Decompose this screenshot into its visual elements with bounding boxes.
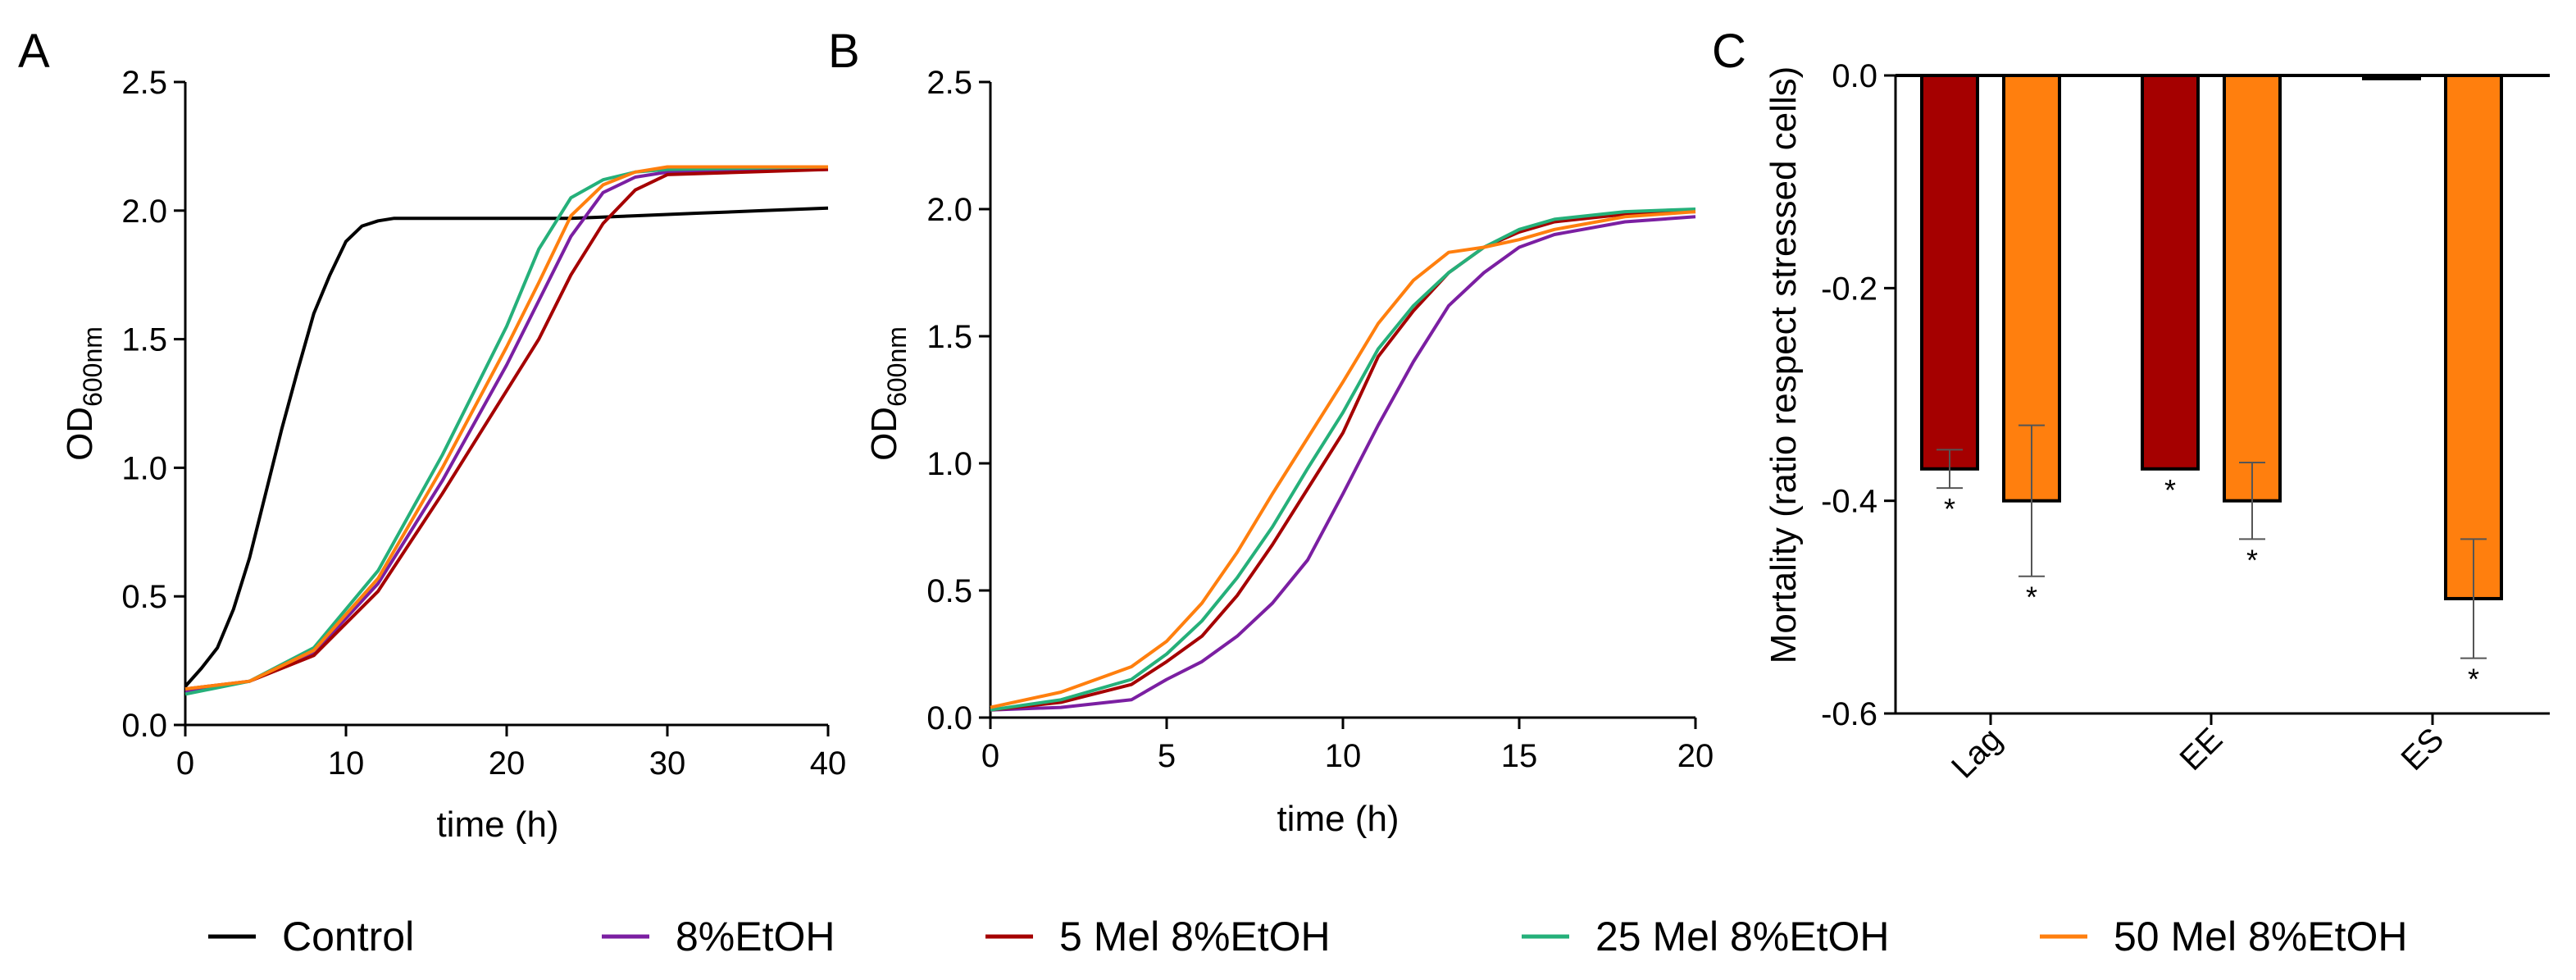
legend-label-mel5: 5 Mel 8%EtOH: [1059, 914, 1331, 959]
panel-b-y-tick-label: 2.0: [926, 192, 972, 228]
panel-c-x-tick-label: EE: [2173, 721, 2230, 777]
panel-c-x-tick-label: Lag: [1945, 721, 2009, 785]
panel-b-series-line-etoh: [990, 215, 1696, 712]
panel-a-series-line-mel5: [184, 167, 829, 691]
panel-b-y-axis-title-main: OD: [864, 407, 904, 461]
panel-a-y-tick-label: 1.0: [121, 450, 167, 486]
panel-c-letter: C: [1712, 25, 1746, 78]
panel-a-letter: A: [18, 25, 50, 78]
panel-b-y-tick-label: 1.0: [926, 446, 972, 482]
panel-b-y-axis-title-sub: 600nm: [882, 326, 912, 407]
panel-b-x-tick-label: 5: [1158, 738, 1176, 774]
panel-c-y-axis-title: Mortality (ratio respect stressed cells): [1764, 66, 1804, 664]
panel-b-x-axis-title: time (h): [1277, 799, 1399, 839]
panel-c-x-tick-label: ES: [2395, 721, 2451, 777]
legend-label-control: Control: [282, 914, 414, 959]
panel-c-plot-area: 0.0 -0.2 -0.4 -0.6 * * * * * Lag EE ES: [1821, 58, 2550, 786]
panel-b-series-line-mel50: [990, 210, 1696, 709]
legend: Control 8%EtOH 5 Mel 8%EtOH 25 Mel 8%EtOH 50…: [208, 914, 2407, 959]
panel-c-bar-mel50-ee: [2223, 74, 2282, 503]
panel-a-x-tick-label: 30: [649, 745, 686, 782]
panel-c-bar-mel5-lag: [1920, 74, 1979, 471]
panel-b-x-tick-label: 0: [981, 738, 999, 774]
panel-b-y-tick-label: 2.5: [926, 65, 972, 101]
panel-c-bar-mel50-es: [2444, 74, 2503, 600]
panel-b-series-line-mel25: [990, 207, 1696, 712]
panel-b-x-tick-label: 10: [1325, 738, 1362, 774]
panel-a: A 0.0 0.5 1.0 1.5 2.0 2.5 0 10 20 30 40 time (h) O…: [18, 25, 846, 845]
panel-b-y-tick-label: 1.5: [926, 319, 972, 355]
panel-a-plot-area: 0.0 0.5 1.0 1.5 2.0 2.5 0 10 20 30 40: [121, 65, 846, 782]
panel-c-bar-mel50-lag: [2002, 74, 2061, 503]
panel-a-y-tick-label: 2.0: [121, 194, 167, 230]
panel-a-x-tick-label: 0: [176, 745, 194, 782]
panel-b-y-tick-label: 0.5: [926, 573, 972, 609]
panel-a-series-line-etoh: [184, 167, 829, 694]
panel-c-y-tick-label: -0.2: [1821, 271, 1877, 307]
panel-a-y-tick-label: 2.5: [121, 65, 167, 101]
panel-a-x-tick-label: 40: [810, 745, 847, 782]
panel-b-x-tick-label: 15: [1501, 738, 1538, 774]
panel-a-y-tick-label: 1.5: [121, 322, 167, 358]
panel-c-significance-mark: *: [2468, 663, 2479, 696]
panel-b-plot-area: 0.0 0.5 1.0 1.5 2.0 2.5 0 5 10 15 20: [926, 65, 1714, 774]
panel-c-significance-mark: *: [2026, 581, 2037, 614]
panel-a-series-line-mel50: [184, 165, 828, 691]
panel-b-y-axis-title: OD600nm: [864, 326, 912, 461]
panel-a-series-line-control: [184, 206, 829, 688]
panel-a-x-tick-label: 10: [328, 745, 365, 782]
panel-a-x-axis-title: time (h): [436, 805, 558, 845]
panel-b: B 0.0 0.5 1.0 1.5 2.0 2.5 0 5 10 15 20 time (h) OD…: [828, 25, 1714, 839]
panel-c-y-tick-label: 0.0: [1832, 58, 1877, 94]
panel-a-y-axis-title: OD600nm: [60, 326, 107, 461]
panel-c-y-tick-label: -0.6: [1821, 696, 1877, 732]
panel-a-y-tick-label: 0.0: [121, 708, 167, 744]
panel-a-x-tick-label: 20: [489, 745, 526, 782]
panel-a-y-axis-title-sub: 600nm: [78, 326, 107, 407]
legend-label-etoh: 8%EtOH: [676, 914, 835, 959]
legend-label-mel25: 25 Mel 8%EtOH: [1595, 914, 1889, 959]
panel-a-y-tick-label: 0.5: [121, 579, 167, 615]
panel-c-y-tick-label: -0.4: [1821, 484, 1877, 520]
panel-c-bar-mel5-ee: [2141, 74, 2200, 471]
panel-c-significance-mark: *: [2164, 473, 2176, 507]
panel-c: C 0.0 -0.2 -0.4 -0.6 * * * * * Lag EE ES Mortality …: [1712, 25, 2550, 786]
panel-b-y-tick-label: 0.0: [926, 700, 972, 736]
panel-b-letter: B: [828, 25, 860, 78]
panel-b-series-line-mel5: [990, 210, 1696, 712]
panel-b-x-tick-label: 20: [1677, 738, 1714, 774]
legend-label-mel50: 50 Mel 8%EtOH: [2114, 914, 2407, 959]
panel-a-y-axis-title-main: OD: [60, 407, 100, 461]
panel-c-significance-mark: *: [2246, 543, 2258, 577]
panel-c-significance-mark: *: [1944, 492, 1955, 526]
